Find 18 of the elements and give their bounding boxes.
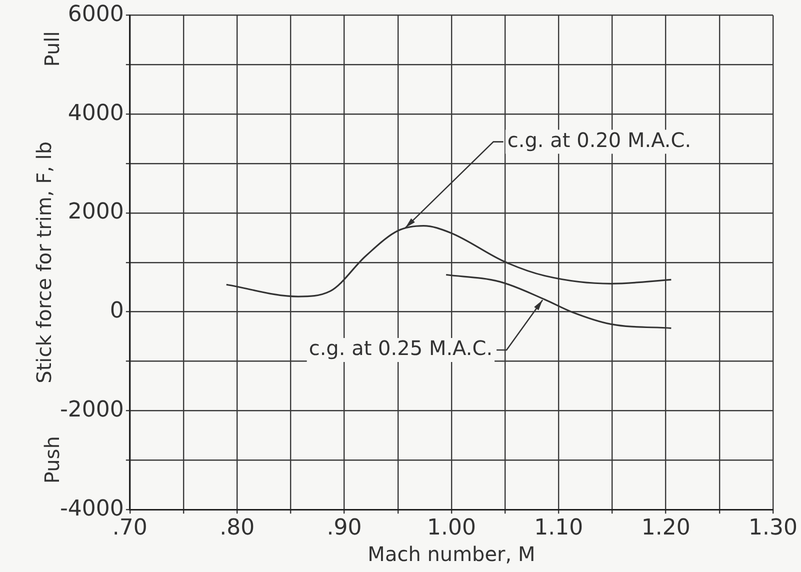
x-tick-label: 1.30 xyxy=(748,516,798,541)
x-tick-label: .90 xyxy=(326,516,362,541)
annotation: c.g. at 0.25 M.A.C. xyxy=(308,336,493,360)
y-axis-title: Stick force for trim, F, lb xyxy=(32,141,56,384)
y-tick-label: -2000 xyxy=(60,397,124,422)
annotation: c.g. at 0.20 M.A.C. xyxy=(507,128,692,152)
x-tick-label: .80 xyxy=(220,516,255,541)
x-axis-title: Mach number, M xyxy=(368,542,536,566)
x-tick-label: 1.10 xyxy=(534,516,584,541)
y-tick-label: 4000 xyxy=(68,100,124,126)
y-tick-label: 6000 xyxy=(68,2,124,27)
text: Push xyxy=(40,436,64,484)
x-tick-label: .70 xyxy=(112,516,148,541)
y-tick-label: 0 xyxy=(110,298,124,324)
x-tick-label: 1.20 xyxy=(641,516,690,541)
text: Pull xyxy=(40,31,64,67)
x-tick-label: 1.00 xyxy=(426,516,476,541)
y-tick-label: 2000 xyxy=(68,200,124,225)
